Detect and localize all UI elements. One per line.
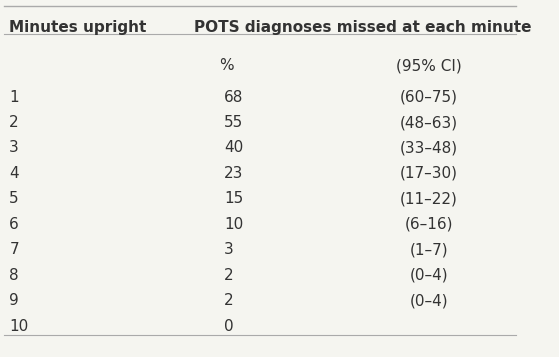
Text: 10: 10 [10,319,29,334]
Text: 55: 55 [224,115,244,130]
Text: 3: 3 [10,141,19,156]
Text: 6: 6 [10,217,19,232]
Text: 2: 2 [10,115,19,130]
Text: %: % [219,58,234,73]
Text: 9: 9 [10,293,19,308]
Text: 40: 40 [224,141,244,156]
Text: 7: 7 [10,242,19,257]
Text: 2: 2 [224,268,234,283]
Text: 10: 10 [224,217,244,232]
Text: 8: 8 [10,268,19,283]
Text: Minutes upright: Minutes upright [10,20,146,35]
Text: 5: 5 [10,191,19,206]
Text: 0: 0 [224,319,234,334]
Text: (6–16): (6–16) [405,217,453,232]
Text: 3: 3 [224,242,234,257]
Text: (1–7): (1–7) [410,242,448,257]
Text: (60–75): (60–75) [400,90,458,105]
Text: (11–22): (11–22) [400,191,458,206]
Text: 1: 1 [10,90,19,105]
Text: 68: 68 [224,90,244,105]
Text: (48–63): (48–63) [400,115,458,130]
Text: (33–48): (33–48) [400,141,458,156]
Text: 4: 4 [10,166,19,181]
Text: (0–4): (0–4) [410,293,448,308]
Text: 15: 15 [224,191,244,206]
Text: (0–4): (0–4) [410,268,448,283]
Text: 23: 23 [224,166,244,181]
Text: 2: 2 [224,293,234,308]
Text: (95% CI): (95% CI) [396,58,462,73]
Text: POTS diagnoses missed at each minute: POTS diagnoses missed at each minute [194,20,531,35]
Text: (17–30): (17–30) [400,166,458,181]
